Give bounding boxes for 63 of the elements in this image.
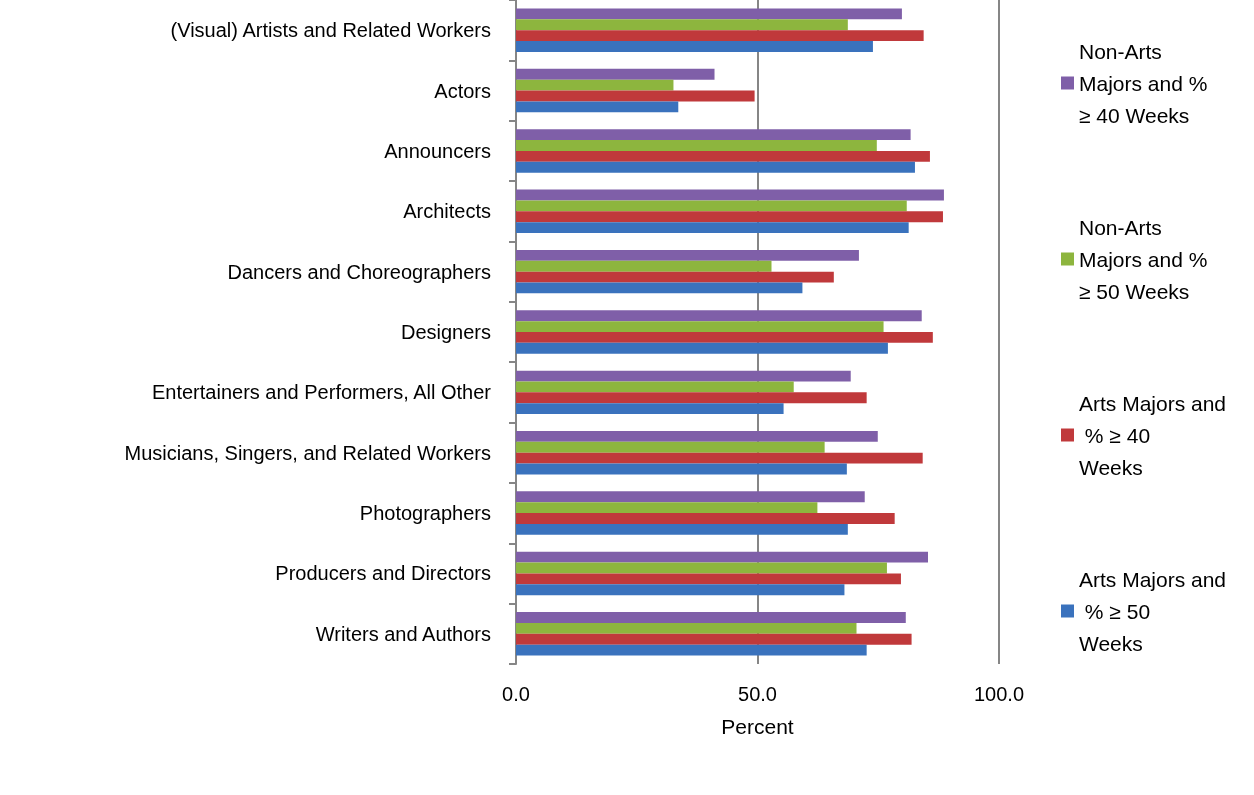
bar [516, 161, 915, 173]
bar [516, 68, 715, 80]
bar [516, 612, 906, 623]
x-tick-label: 50.0 [738, 683, 777, 705]
bar [516, 513, 895, 524]
bar [516, 452, 923, 464]
bar [516, 551, 928, 563]
x-tick-label: 0.0 [502, 683, 530, 705]
bar [516, 249, 859, 261]
y-tick-label: Architects [403, 200, 491, 223]
bar [516, 562, 887, 574]
bar [516, 441, 825, 453]
bar [516, 90, 755, 102]
bar [516, 19, 848, 31]
bar [516, 584, 845, 596]
bar [516, 41, 873, 52]
bar [516, 189, 944, 201]
bar [516, 491, 865, 503]
y-tick-label: Producers and Directors [275, 562, 491, 585]
bar [516, 129, 911, 141]
bar [516, 392, 867, 404]
y-tick-label: Designers [400, 321, 491, 343]
y-tick-label: Announcers [384, 139, 491, 162]
bar [516, 211, 943, 223]
bar [516, 332, 933, 343]
y-tick-label: (Visual) Artists and Related Workers [170, 19, 491, 42]
bar [516, 271, 834, 283]
bar [516, 381, 794, 393]
y-tick-label: Actors [434, 79, 491, 102]
y-tick-label: Photographers [359, 502, 491, 525]
bar [516, 8, 902, 20]
bar [516, 644, 867, 656]
y-tick-label: Dancers and Choreographers [227, 260, 491, 283]
bar [516, 321, 884, 332]
bar [516, 260, 772, 272]
bar [516, 310, 922, 322]
bar [516, 502, 818, 514]
legend-label: Non-Arts Majors and % ≥ 50 Weeks [1079, 215, 1214, 303]
bar [516, 403, 784, 415]
legend-label: Arts Majors and % ≥ 50 Weeks [1079, 567, 1227, 655]
bar [516, 140, 877, 151]
bar [516, 523, 848, 535]
bar [516, 30, 924, 42]
legend-label: Non-Arts Majors and % ≥ 40 Weeks [1079, 39, 1214, 127]
bar [516, 573, 901, 585]
bar [516, 463, 847, 475]
bar [516, 342, 888, 354]
y-tick-label: Writers and Authors [315, 622, 491, 645]
bar [516, 222, 909, 233]
bar [516, 150, 930, 162]
bar [516, 431, 878, 442]
bar [516, 79, 674, 91]
bar [516, 370, 851, 382]
bar [516, 282, 803, 294]
bar [516, 633, 912, 645]
y-tick-label: Musicians, Singers, and Related Workers [124, 441, 491, 464]
legend-label: Arts Majors and % ≥ 40 Weeks [1079, 391, 1227, 479]
bar [516, 622, 857, 634]
bar [516, 101, 679, 113]
bar [516, 200, 907, 212]
y-tick-label: Entertainers and Performers, All Other [151, 381, 492, 404]
x-tick-label: 100.0 [973, 683, 1025, 705]
x-axis-title: Percent [721, 715, 794, 738]
